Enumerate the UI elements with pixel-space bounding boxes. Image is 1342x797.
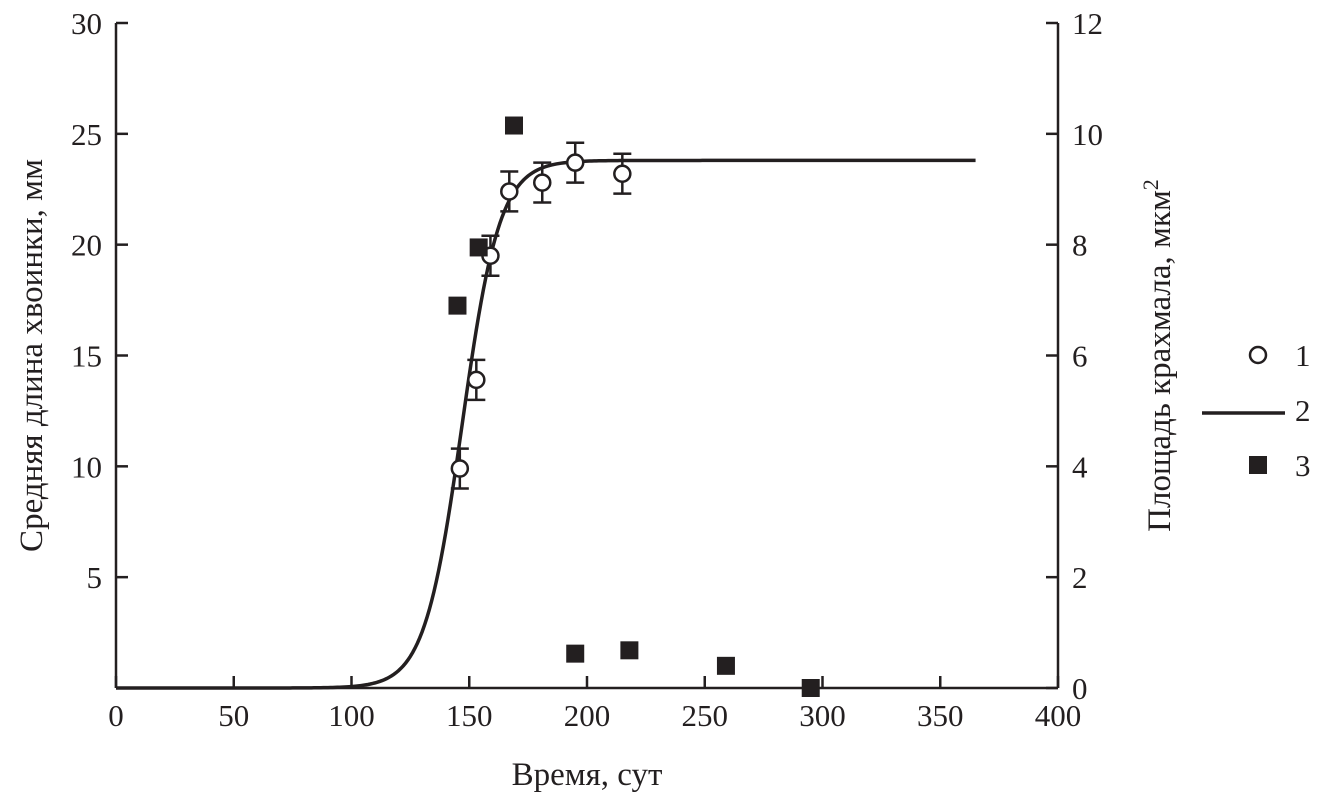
legend-label: 3: [1295, 448, 1311, 483]
series-3-layer: [448, 116, 820, 697]
data-point-series-3: [448, 296, 467, 315]
y-left-tick-label: 15: [71, 339, 102, 374]
data-point-series-3: [504, 116, 523, 135]
x-tick-label: 200: [564, 698, 611, 733]
y-axis-left-label: Средняя длина хвоинки, мм: [14, 159, 50, 552]
y-right-tick-label: 10: [1072, 117, 1103, 152]
y-right-tick-label: 2: [1072, 560, 1088, 595]
data-point-series-1: [450, 459, 470, 478]
x-tick-label: 400: [1035, 698, 1082, 733]
y-right-tick-label: 4: [1072, 449, 1088, 484]
data-point-series-1: [533, 173, 552, 192]
legend: 1 2 3: [1202, 338, 1311, 483]
x-tick-label: 100: [328, 698, 375, 733]
x-tick-label: 0: [108, 698, 124, 733]
data-point-series-3: [566, 644, 585, 663]
y-left-tick-label: 10: [71, 449, 102, 484]
y-right-tick-label: 8: [1072, 228, 1088, 263]
x-tick-label: 250: [682, 698, 729, 733]
data-point-series-3: [620, 641, 639, 660]
x-tick-label: 300: [799, 698, 846, 733]
y-left-tick-label: 25: [71, 117, 102, 152]
x-tick-label: 150: [446, 698, 493, 733]
y-left-tick-label: 30: [71, 6, 102, 41]
x-tick-label: 350: [917, 698, 964, 733]
fit-curve-layer: [116, 158, 976, 690]
data-point-series-1: [467, 370, 486, 390]
legend-marker-open-circle: [1248, 345, 1268, 365]
fit-curve: [116, 158, 976, 690]
y-left-tick-label: 5: [87, 560, 103, 595]
legend-label: 2: [1295, 393, 1311, 428]
data-point-series-1: [500, 182, 519, 201]
data-point-series-3: [801, 679, 820, 697]
data-point-series-1: [613, 164, 632, 183]
data-point-series-3: [469, 238, 488, 257]
y-axis-right-label: Площадь крахмала, мкм2: [1138, 179, 1178, 532]
legend-label: 1: [1295, 338, 1311, 373]
y-axis-right-label-text: Площадь крахмала, мкм: [1142, 190, 1178, 532]
y-right-tick-label: 6: [1072, 339, 1088, 374]
axes: 0 50 100 150 200 250 300 350 4005101520253002468…: [71, 6, 1103, 733]
x-tick-label: 50: [218, 698, 249, 733]
x-axis-label: Время, сут: [512, 757, 663, 793]
y-axis-right-label-superscript: 2: [1138, 179, 1163, 190]
data-point-series-1: [565, 153, 585, 172]
y-right-tick-label: 12: [1072, 6, 1103, 41]
y-left-tick-label: 20: [71, 228, 102, 263]
legend-marker-filled-square: [1249, 456, 1267, 474]
data-point-series-3: [716, 656, 735, 675]
y-right-tick-label: 0: [1072, 671, 1088, 706]
